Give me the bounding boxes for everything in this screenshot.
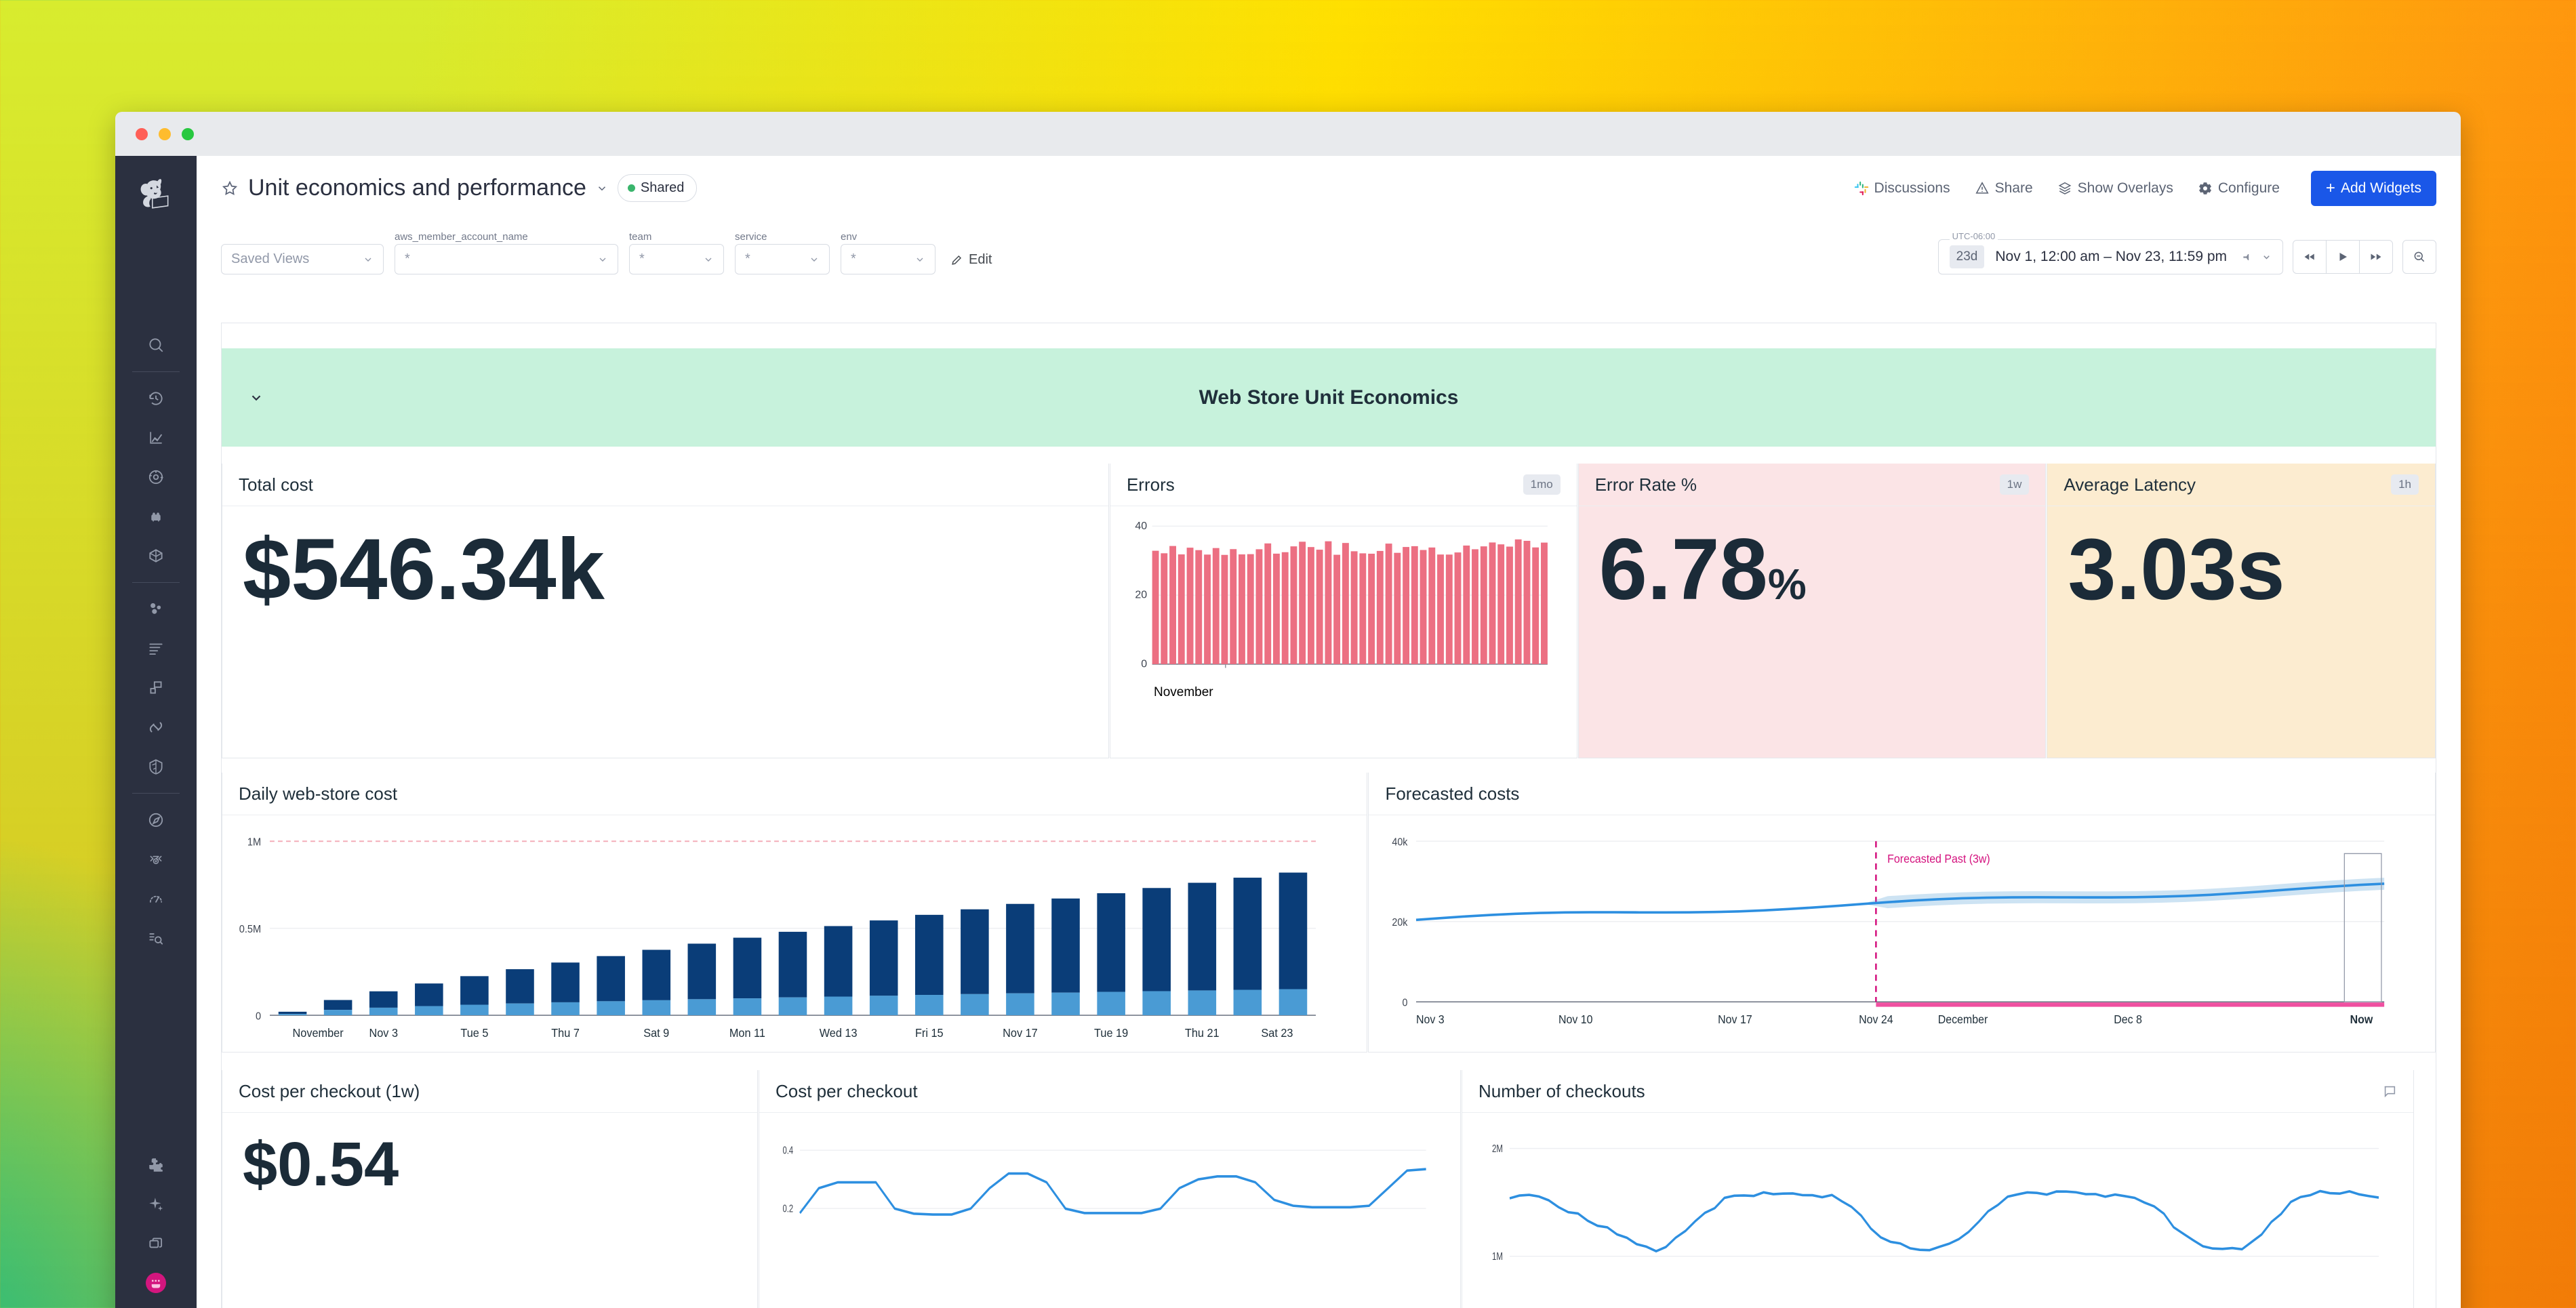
svg-text:0.2: 0.2 xyxy=(783,1203,794,1214)
svg-text:20: 20 xyxy=(1135,590,1147,601)
svg-text:Nov 3: Nov 3 xyxy=(369,1027,398,1040)
svg-text:40k: 40k xyxy=(1392,837,1409,849)
svg-text:November: November xyxy=(293,1027,344,1040)
svg-text:Nov 24: Nov 24 xyxy=(1859,1013,1894,1027)
svg-text:0: 0 xyxy=(1141,659,1147,670)
svg-text:Dec 8: Dec 8 xyxy=(2114,1013,2143,1027)
svg-text:Now: Now xyxy=(2350,1013,2373,1027)
svg-text:December: December xyxy=(1938,1013,1988,1027)
svg-text:Nov 10: Nov 10 xyxy=(1558,1013,1593,1027)
svg-text:1M: 1M xyxy=(1492,1250,1503,1262)
svg-text:Thu 7: Thu 7 xyxy=(551,1027,580,1040)
svg-text:Forecasted Past (3w): Forecasted Past (3w) xyxy=(1888,853,1991,866)
svg-text:Sat 9: Sat 9 xyxy=(643,1027,669,1040)
svg-text:40: 40 xyxy=(1135,520,1147,532)
svg-text:0.5M: 0.5M xyxy=(239,924,261,936)
svg-text:Nov 3: Nov 3 xyxy=(1416,1013,1445,1027)
svg-text:2M: 2M xyxy=(1492,1143,1503,1154)
svg-text:Mon 11: Mon 11 xyxy=(729,1027,765,1040)
svg-text:0.4: 0.4 xyxy=(783,1145,794,1156)
svg-text:Thu 21: Thu 21 xyxy=(1185,1027,1220,1040)
svg-text:20k: 20k xyxy=(1392,918,1409,929)
svg-text:Sat 23: Sat 23 xyxy=(1261,1027,1293,1040)
svg-text:Nov 17: Nov 17 xyxy=(1718,1013,1753,1027)
svg-text:Tue 5: Tue 5 xyxy=(460,1027,488,1040)
svg-text:Nov 17: Nov 17 xyxy=(1003,1027,1038,1040)
svg-text:1M: 1M xyxy=(247,836,261,849)
svg-text:0: 0 xyxy=(256,1010,261,1023)
svg-text:Fri 15: Fri 15 xyxy=(915,1027,944,1040)
svg-text:0: 0 xyxy=(1403,998,1408,1009)
svg-text:Tue 19: Tue 19 xyxy=(1094,1027,1128,1040)
svg-text:Wed 13: Wed 13 xyxy=(820,1027,858,1040)
